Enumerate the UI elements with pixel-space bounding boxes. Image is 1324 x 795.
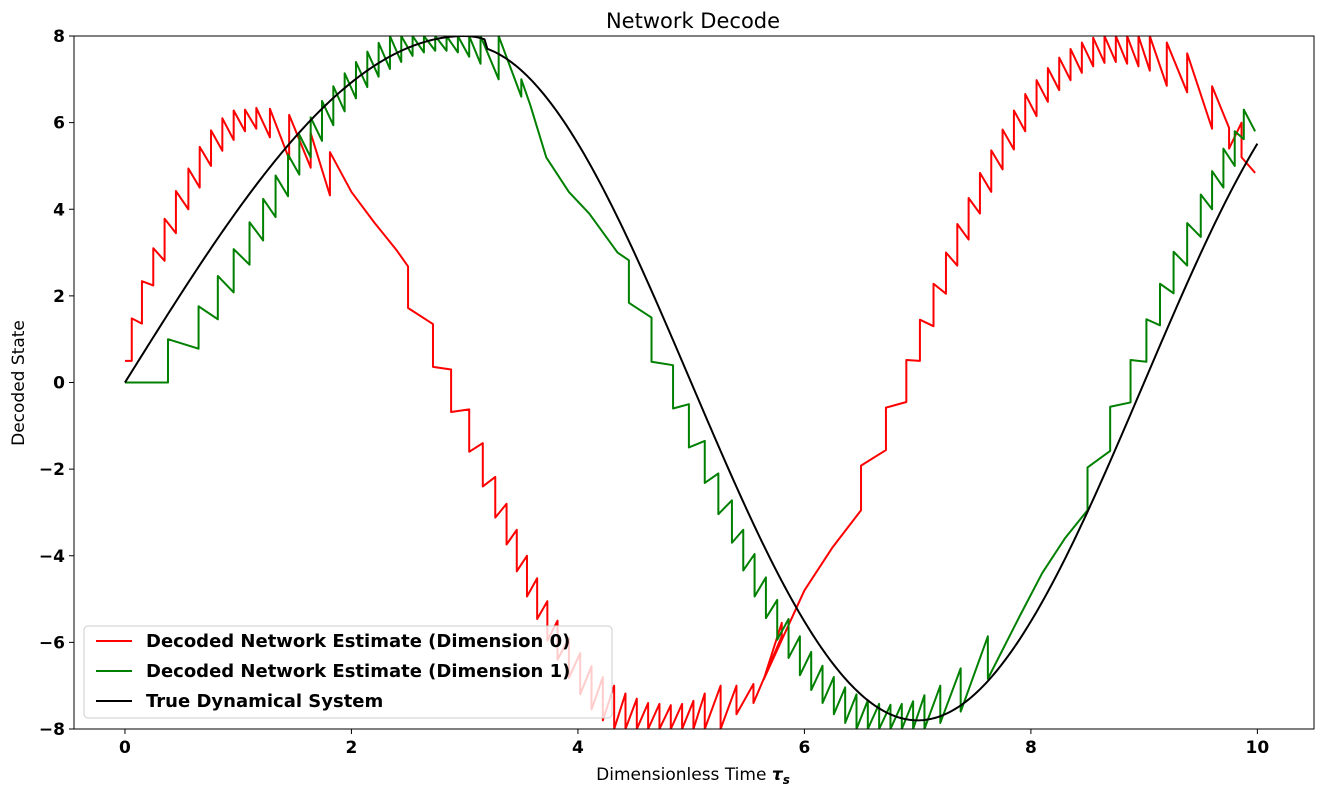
x-tick-label: 0	[119, 738, 131, 758]
y-tick-label: −2	[39, 460, 65, 480]
legend-label-dimension-1: Decoded Network Estimate (Dimension 1)	[146, 661, 570, 682]
series-line-dimension-0	[124, 36, 1256, 729]
y-axis-label: Decoded State	[9, 320, 29, 446]
x-axis-label: Dimensionless Time τs	[596, 765, 790, 787]
legend-label-true-system: True Dynamical System	[146, 691, 383, 712]
legend-box	[83, 625, 613, 719]
y-axis: −8 −6 −4 −2 0 2 4 6 8	[39, 27, 74, 740]
series-line-dimension-1	[124, 36, 1256, 729]
y-tick-label: −6	[39, 633, 65, 653]
plot-background	[74, 36, 1314, 729]
y-tick-label: −8	[39, 720, 65, 740]
series-line-true-system	[124, 36, 1259, 722]
x-axis: 0 2 4 6 8 10	[119, 729, 1269, 758]
y-tick-label: 4	[53, 200, 65, 220]
x-axis-label-subscript: s	[783, 773, 790, 787]
x-axis-label-symbol: τ	[772, 765, 784, 785]
plot-area	[73, 35, 1315, 730]
x-tick-label: 6	[798, 738, 810, 758]
y-tick-label: 6	[53, 114, 65, 134]
x-tick-label: 8	[1025, 738, 1037, 758]
y-tick-label: −4	[39, 547, 65, 567]
y-tick-label: 0	[53, 374, 65, 394]
x-axis-label-text: Dimensionless Time	[596, 765, 766, 785]
legend-label-dimension-0: Decoded Network Estimate (Dimension 0)	[146, 631, 570, 652]
chart-title: Network Decode	[606, 9, 780, 33]
y-tick-label: 8	[53, 27, 65, 47]
legend: Decoded Network Estimate (Dimension 0) D…	[83, 625, 613, 719]
x-tick-label: 2	[346, 738, 358, 758]
x-tick-label: 4	[572, 738, 584, 758]
series-layer	[124, 36, 1259, 729]
x-tick-label: 10	[1246, 738, 1270, 758]
y-tick-label: 2	[53, 287, 65, 307]
